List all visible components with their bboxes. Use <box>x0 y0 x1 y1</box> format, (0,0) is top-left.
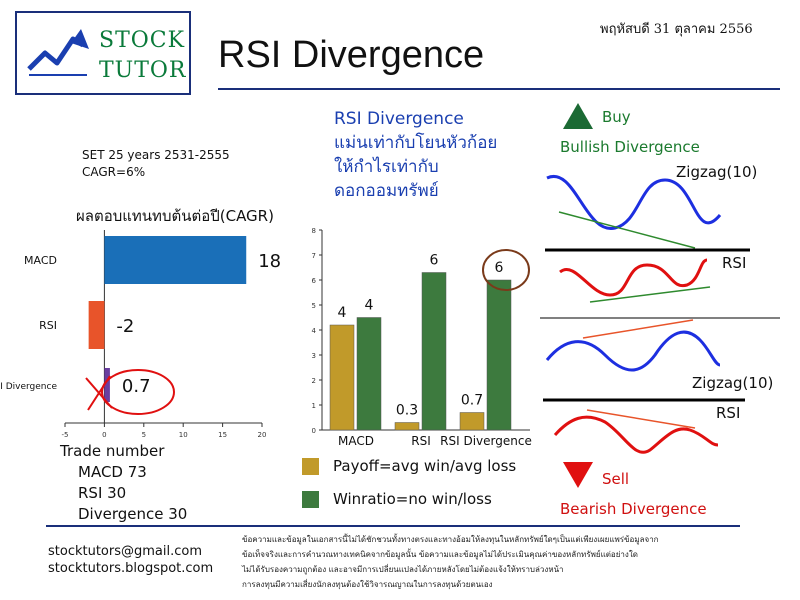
contact-email: stocktutors@gmail.com <box>48 544 203 559</box>
bearish-divergence-label: Bearish Divergence <box>560 500 707 518</box>
set-info: SET 25 years 2531-2555 CAGR=6% <box>82 147 230 181</box>
bullish-rsi-trend <box>589 286 711 303</box>
legend-winratio-swatch <box>302 491 319 508</box>
chart2-bar <box>356 317 382 431</box>
legend-winratio-label: Winratio=no win/loss <box>333 490 492 508</box>
sell-label: Sell <box>602 470 630 488</box>
cagr-x-tick-label: 0 <box>102 431 106 439</box>
logo-text-tutor: TUTOR <box>99 58 187 83</box>
header-divider <box>218 88 780 90</box>
cagr-bar <box>88 301 105 349</box>
cagr-x-tick-label: 10 <box>179 431 188 439</box>
legend-payoff-label: Payoff=avg win/avg loss <box>333 457 517 475</box>
chart2-bar <box>394 422 420 431</box>
chart2-value-label: 0.3 <box>396 403 418 419</box>
footer-divider <box>46 525 740 527</box>
page-title: RSI Divergence <box>218 34 485 76</box>
bearish-rsi-trend <box>586 409 696 429</box>
chart2-value-label: 6 <box>495 260 504 276</box>
cagr-x-tick-label: 15 <box>218 431 227 439</box>
rsi-label-bottom: RSI <box>716 404 741 422</box>
chart2-y-tick-label: 5 <box>312 302 316 310</box>
bullish-zigzag-line <box>546 174 722 230</box>
chart2-bar <box>486 279 512 431</box>
chart2-y-tick-label: 7 <box>312 252 316 260</box>
cagr-chart-title: ผลตอบแทนทบต้นต่อปี(CAGR) <box>76 207 274 225</box>
zigzag-label-top: Zigzag(10) <box>676 163 758 181</box>
cagr-x-tick-label: -5 <box>62 431 69 439</box>
center-heading-line1: RSI Divergence <box>334 109 464 129</box>
bullish-zigzag-trend <box>558 211 696 249</box>
contact-block: stocktutors@gmail.com stocktutors.blogsp… <box>48 543 213 577</box>
bearish-zigzag-line <box>545 330 721 372</box>
divergence-diagram <box>540 174 780 454</box>
logo-text-stock: STOCK <box>99 28 186 53</box>
bearish-zigzag-trend <box>582 319 694 339</box>
disclaimer-line: ไม่ได้รับรองความถูกต้อง และอาจมีการเปลี่… <box>242 565 564 574</box>
highlight-circle <box>482 249 530 291</box>
chart2-y-tick-label: 6 <box>312 277 317 285</box>
cagr-value-label: 0.7 <box>122 376 151 397</box>
legend-payoff: Payoff=avg win/avg loss <box>302 457 516 475</box>
disclaimer-line: ข้อเท็จจริงและการคำนวณทางเทคนิคจากข้อมูล… <box>242 550 638 559</box>
chart2-category-label: RSI <box>411 434 431 448</box>
cagr-value-label: -2 <box>116 316 134 337</box>
contact-blog: stocktutors.blogspot.com <box>48 561 214 576</box>
center-heading: RSI Divergence แม่นเท่ากับโยนหัวก้อย ให้… <box>334 107 497 203</box>
highlight-circle <box>101 369 175 415</box>
chart2-category-label: MACD <box>338 434 374 448</box>
chart2-category-label: RSI Divergence <box>440 434 532 448</box>
cagr-category-label: RSI Divergence <box>0 382 57 392</box>
chart2-y-tick-label: 8 <box>312 227 316 235</box>
disclaimer-line: ข้อความและข้อมูลในเอกสารนี้ไม่ได้ชักชวนท… <box>242 535 659 544</box>
chart2-y-tick-label: 3 <box>312 352 316 360</box>
rsi-label-top: RSI <box>722 254 747 272</box>
cagr-x-tick-label: 5 <box>142 431 146 439</box>
chart2-value-label: 0.7 <box>461 393 483 409</box>
cagr-category-label: MACD <box>24 254 57 267</box>
cross-mark <box>85 375 113 411</box>
trade-number-divergence: Divergence 30 <box>78 505 188 523</box>
trade-number-rsi: RSI 30 <box>78 484 127 502</box>
chart2-y-tick-label: 0 <box>312 427 316 435</box>
legend-winratio: Winratio=no win/loss <box>302 490 492 508</box>
chart2-y-tick-label: 1 <box>312 402 316 410</box>
cagr-bar <box>104 368 110 402</box>
chart2-y-tick-label: 4 <box>312 327 317 335</box>
buy-label: Buy <box>602 108 631 126</box>
trade-number-title: Trade number <box>60 442 165 460</box>
chart2-value-label: 4 <box>338 305 347 321</box>
zigzag-label-bottom: Zigzag(10) <box>692 374 774 392</box>
disclaimer-line: การลงทุนมีความเสี่ยงนักลงทุนต้องใช้วิจาร… <box>242 580 493 589</box>
buy-triangle-icon <box>563 103 593 129</box>
chart2-bar <box>459 412 485 431</box>
logo: STOCK TUTOR <box>15 11 191 95</box>
chart2-bar <box>329 324 355 431</box>
sell-triangle-icon <box>563 462 593 488</box>
bullish-rsi-line <box>559 258 708 297</box>
center-heading-line4: ดอกออมทรัพย์ <box>334 181 439 201</box>
trade-number-block: Trade number MACD 73 RSI 30 Divergence 3… <box>60 441 187 525</box>
cagr-bar <box>104 236 247 284</box>
center-heading-line2: แม่นเท่ากับโยนหัวก้อย <box>334 133 498 153</box>
trade-number-macd: MACD 73 <box>78 463 147 481</box>
cagr-chart: -5 0 5 10 15 20 MACD 18 RSI -2 RSI Divergence 0.7 <box>0 230 281 439</box>
cagr-x-tick-label: 20 <box>258 431 267 439</box>
bullish-divergence-label: Bullish Divergence <box>560 138 700 156</box>
chart-logo-icon <box>27 29 89 76</box>
disclaimer: ข้อความและข้อมูลในเอกสารนี้ไม่ได้ชักชวนท… <box>242 532 742 592</box>
date-text: พฤหัสบดี 31 ตุลาคม 2556 <box>600 22 753 37</box>
payoff-winratio-chart: 0 1 2 3 4 5 6 7 8 4 4 MACD 0.3 6 RSI 0.7 6 RSI Divergence <box>312 227 532 448</box>
cagr-value-label: 18 <box>258 251 281 272</box>
set-info-line1: SET 25 years 2531-2555 <box>82 148 230 162</box>
bearish-rsi-line <box>553 415 719 454</box>
legend-payoff-swatch <box>302 458 319 475</box>
chart2-value-label: 4 <box>365 298 374 314</box>
set-info-line2: CAGR=6% <box>82 165 146 179</box>
cagr-category-label: RSI <box>39 319 57 332</box>
chart2-y-tick-label: 2 <box>312 377 316 385</box>
chart2-value-label: 6 <box>430 253 439 269</box>
chart2-bar <box>421 272 447 431</box>
center-heading-line3: ให้กำไรเท่ากับ <box>334 157 439 177</box>
